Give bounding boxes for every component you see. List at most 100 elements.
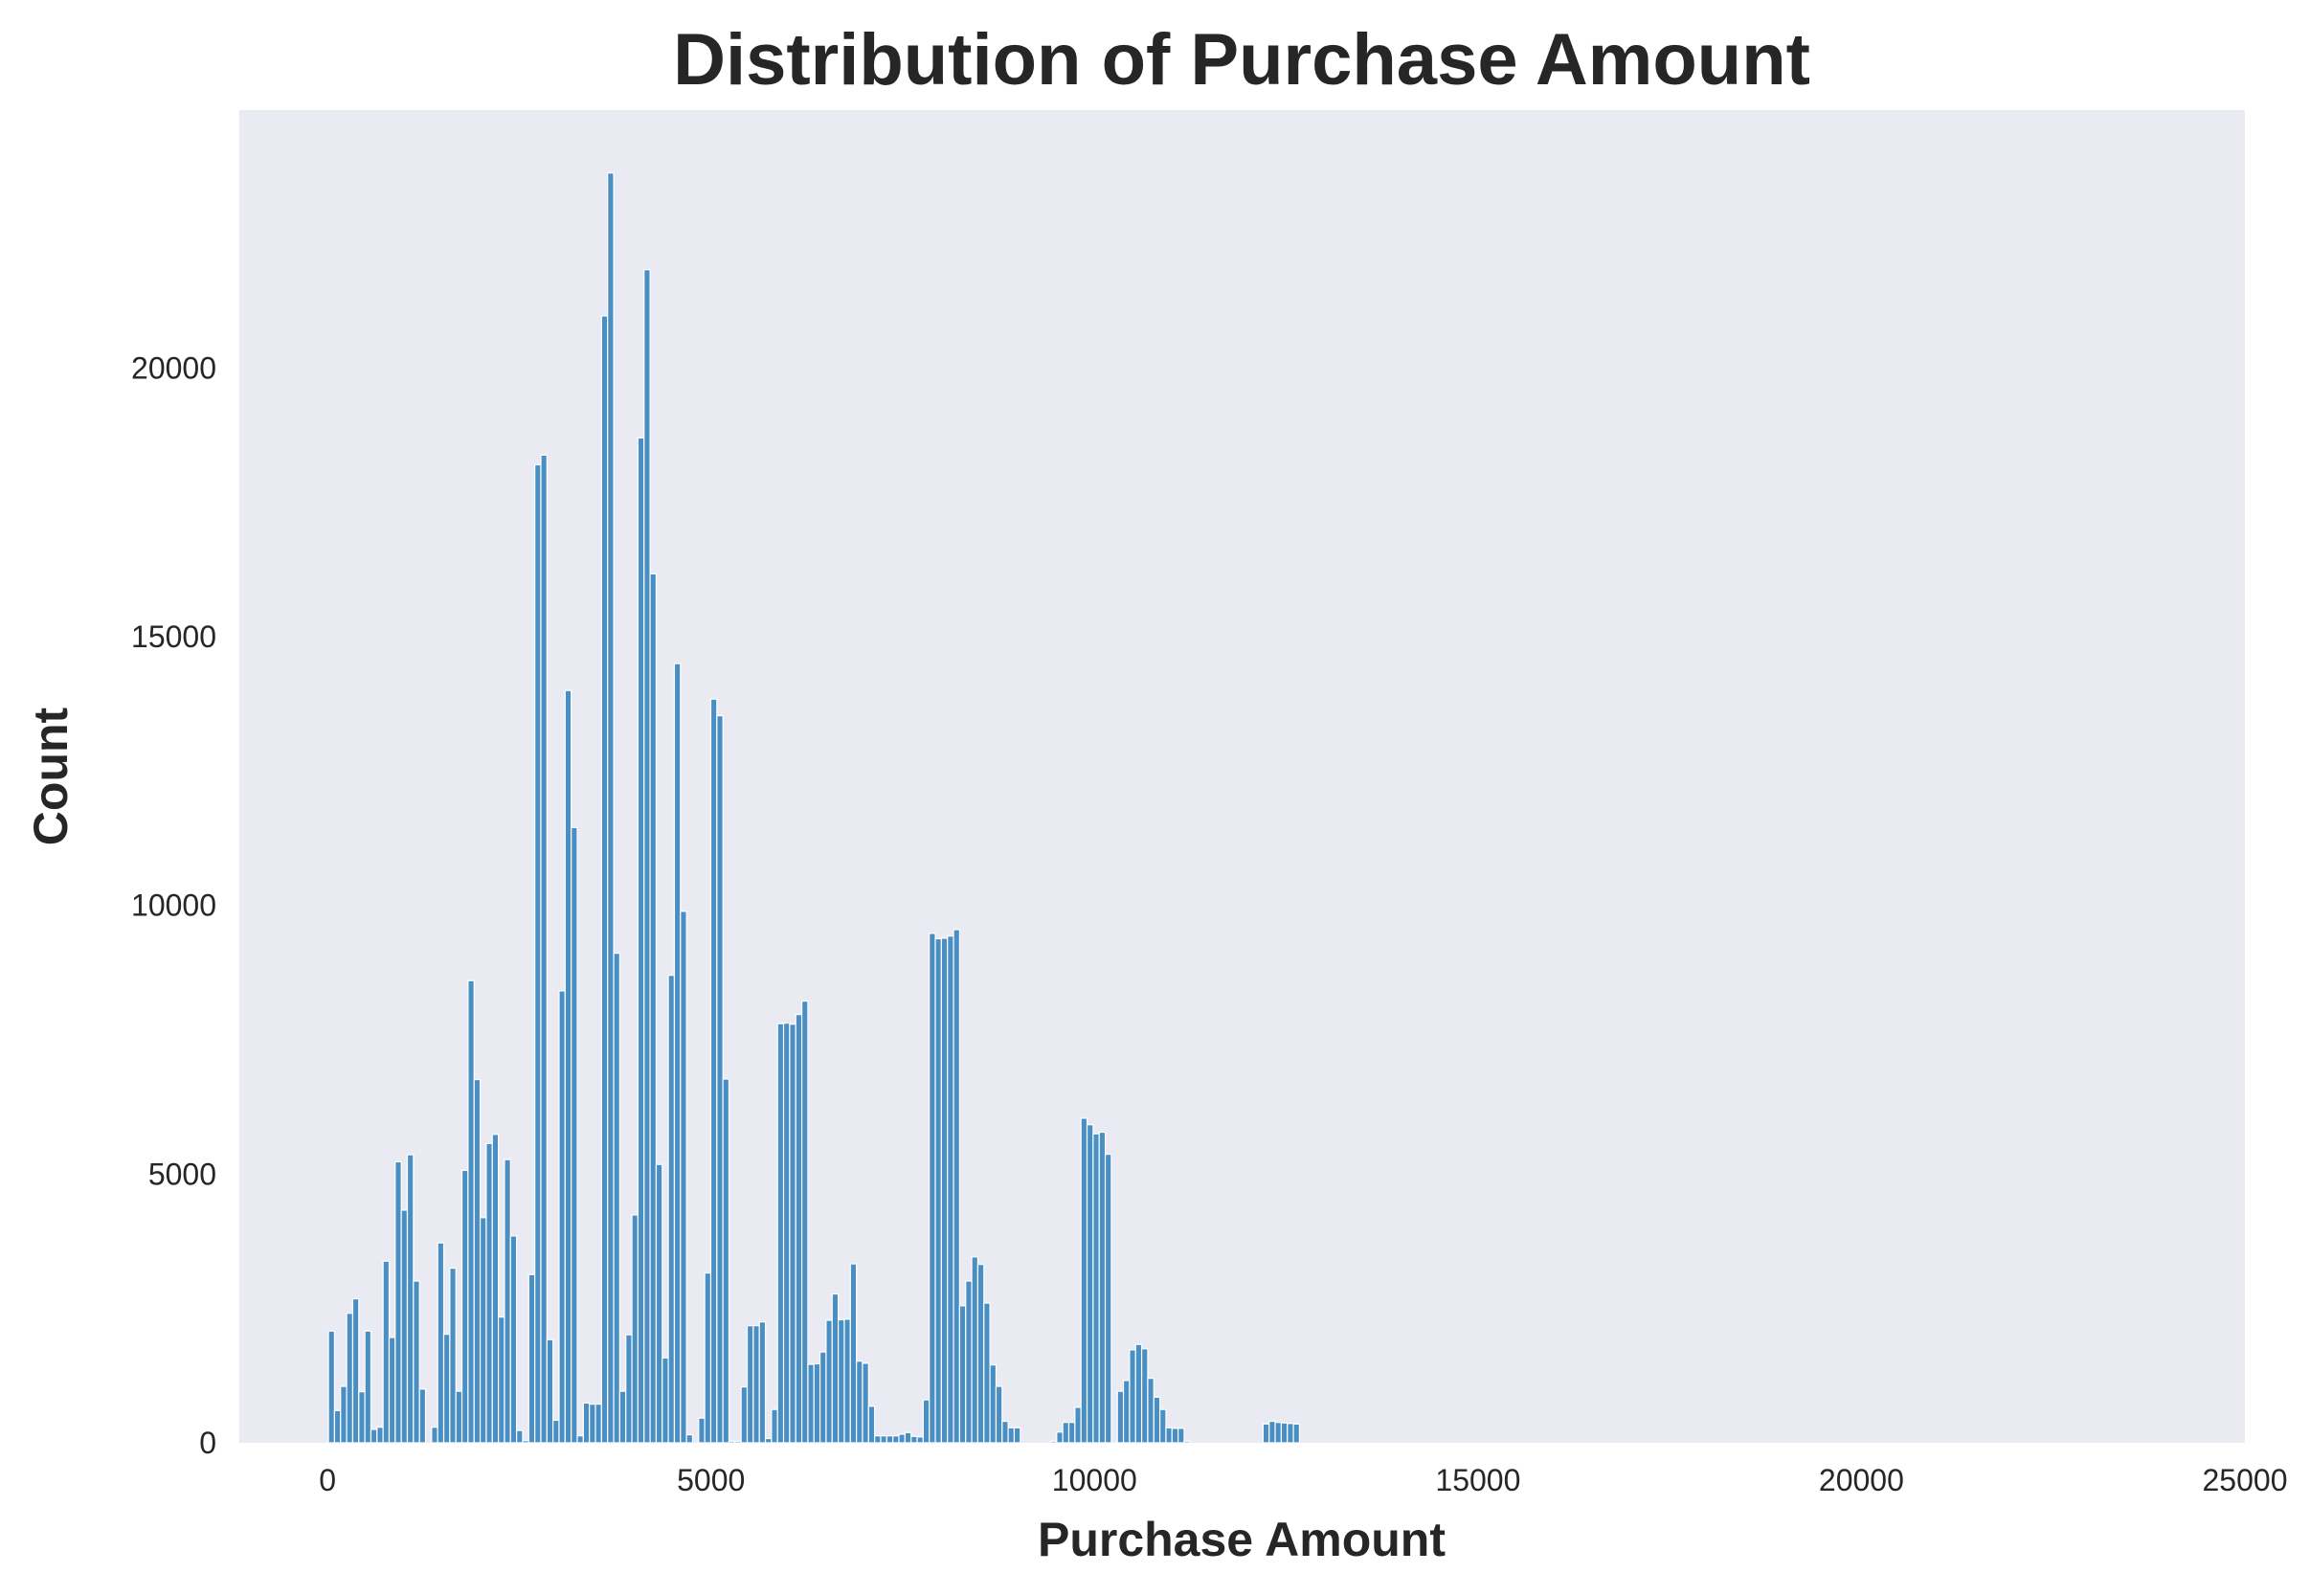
histogram-bar (1080, 1117, 1088, 1444)
histogram-bar (382, 1260, 391, 1444)
histogram-bar (1001, 1420, 1009, 1444)
histogram-bar (643, 269, 651, 1444)
histogram-bar (886, 1435, 894, 1444)
histogram-bar (509, 1235, 518, 1444)
y-tick-label: 15000 (131, 619, 216, 654)
histogram-bar (673, 663, 682, 1444)
histogram-bar (1183, 1440, 1191, 1444)
histogram-bar (1104, 1153, 1112, 1444)
histogram-bar (413, 1280, 420, 1444)
histogram-bar (862, 1362, 869, 1444)
histogram-bars (327, 172, 1301, 1444)
histogram-bar (819, 1351, 827, 1444)
y-tick-label: 10000 (131, 888, 216, 923)
histogram-bar (1013, 1427, 1021, 1444)
histogram-bar (418, 1388, 427, 1444)
histogram-bar (364, 1330, 372, 1444)
histogram-bar (1268, 1420, 1276, 1444)
histogram-bar (680, 910, 687, 1444)
histogram-bar (807, 1363, 815, 1444)
histogram-bar (929, 933, 936, 1444)
histogram-bar (958, 1305, 967, 1444)
histogram-bar (825, 1319, 833, 1444)
histogram-bar (1262, 1423, 1270, 1444)
histogram-bar (776, 1023, 785, 1444)
histogram-bar (631, 1214, 639, 1444)
histogram-bar (1274, 1422, 1282, 1444)
histogram-bar (771, 1408, 778, 1444)
histogram-bar (1171, 1427, 1179, 1444)
histogram-bar (709, 698, 718, 1444)
histogram-bar (655, 1163, 663, 1444)
histogram-bar (340, 1385, 348, 1444)
histogram-bar (892, 1435, 900, 1444)
histogram-bar (934, 937, 942, 1444)
histogram-bar (516, 1429, 524, 1444)
histogram-bar (667, 975, 676, 1444)
histogram-bar (1122, 1380, 1131, 1444)
histogram-bar (552, 1419, 560, 1444)
histogram-bar (376, 1427, 384, 1444)
histogram-bar (449, 1267, 457, 1444)
histogram-bar (527, 1273, 536, 1444)
histogram-bar (534, 463, 542, 1444)
histogram-bar (637, 437, 645, 1444)
histogram-bar (976, 1264, 985, 1444)
histogram-bar (1116, 1390, 1125, 1444)
histogram-bar (800, 1000, 809, 1444)
histogram-bar (607, 172, 615, 1444)
x-tick-label: 25000 (2203, 1463, 2288, 1497)
y-tick-label: 20000 (131, 350, 216, 385)
histogram-bar (388, 1337, 396, 1444)
histogram-bar (1129, 1349, 1136, 1444)
histogram-bar (838, 1318, 845, 1444)
histogram-bar (370, 1428, 378, 1444)
histogram-bar (333, 1409, 342, 1444)
histogram-bar (1158, 1408, 1167, 1444)
histogram-bar (576, 1435, 584, 1444)
histogram-bar (649, 573, 658, 1444)
histogram-bar (613, 953, 620, 1444)
histogram-bar (789, 1023, 796, 1444)
histogram-bar (564, 689, 572, 1444)
x-tick-label: 5000 (677, 1463, 745, 1497)
histogram-bar (1098, 1131, 1107, 1444)
histogram-bar (351, 1297, 360, 1444)
histogram-bar (491, 1134, 500, 1444)
histogram-bar (1165, 1427, 1173, 1444)
histogram-bar (746, 1325, 754, 1444)
histogram-bar (843, 1318, 851, 1444)
histogram-bar (473, 1078, 482, 1444)
histogram-bar (589, 1403, 596, 1444)
histogram-bar (558, 990, 566, 1444)
histogram-bar (582, 1402, 591, 1444)
histogram-bar (1134, 1343, 1143, 1444)
histogram-bar (782, 1023, 791, 1444)
y-tick-label: 5000 (148, 1157, 216, 1191)
histogram-bar (522, 1440, 529, 1444)
histogram-bar (504, 1158, 511, 1444)
histogram-bar (947, 935, 954, 1444)
histogram-bar (904, 1431, 912, 1444)
histogram-bar (940, 937, 949, 1444)
histogram-bar (995, 1385, 1003, 1444)
histogram-bar (406, 1154, 415, 1444)
histogram-bar (722, 1078, 730, 1444)
histogram-bar (1062, 1422, 1070, 1444)
histogram-bar (916, 1436, 924, 1444)
histogram-bar (540, 454, 548, 1444)
x-tick-label: 10000 (1052, 1463, 1137, 1497)
histogram-bar (437, 1242, 445, 1444)
y-axis-label: Count (24, 707, 78, 845)
histogram-bar (600, 315, 609, 1444)
histogram-bar (460, 1169, 469, 1444)
histogram-bar (467, 979, 475, 1444)
histogram-bar (716, 714, 724, 1444)
histogram-bar (874, 1435, 882, 1444)
histogram-bar (1280, 1422, 1289, 1444)
histogram-bar (1292, 1423, 1301, 1444)
histogram-bar (625, 1334, 633, 1444)
histogram-bar (953, 929, 960, 1444)
histogram-bar (1056, 1431, 1064, 1444)
